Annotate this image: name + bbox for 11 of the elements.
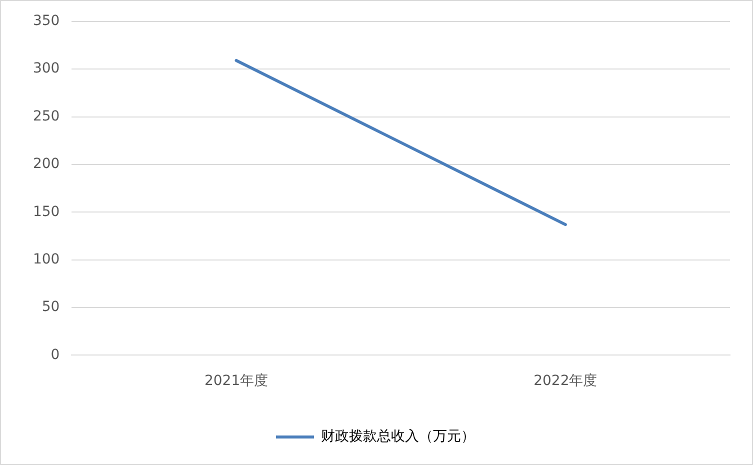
- legend-label: 财政拨款总收入（万元）: [321, 428, 475, 445]
- x-tick-label: 2022年度: [534, 373, 598, 390]
- y-tick-label: 200: [32, 156, 60, 172]
- y-tick-label: 150: [32, 204, 60, 220]
- y-tick-label: 50: [42, 299, 60, 316]
- y-tick-label: 350: [32, 13, 60, 30]
- y-tick-label: 100: [32, 251, 60, 268]
- x-tick-label: 2021年度: [204, 373, 268, 390]
- y-tick-label: 250: [32, 108, 60, 124]
- y-tick-label: 300: [32, 60, 60, 77]
- y-tick-label: 0: [50, 346, 60, 363]
